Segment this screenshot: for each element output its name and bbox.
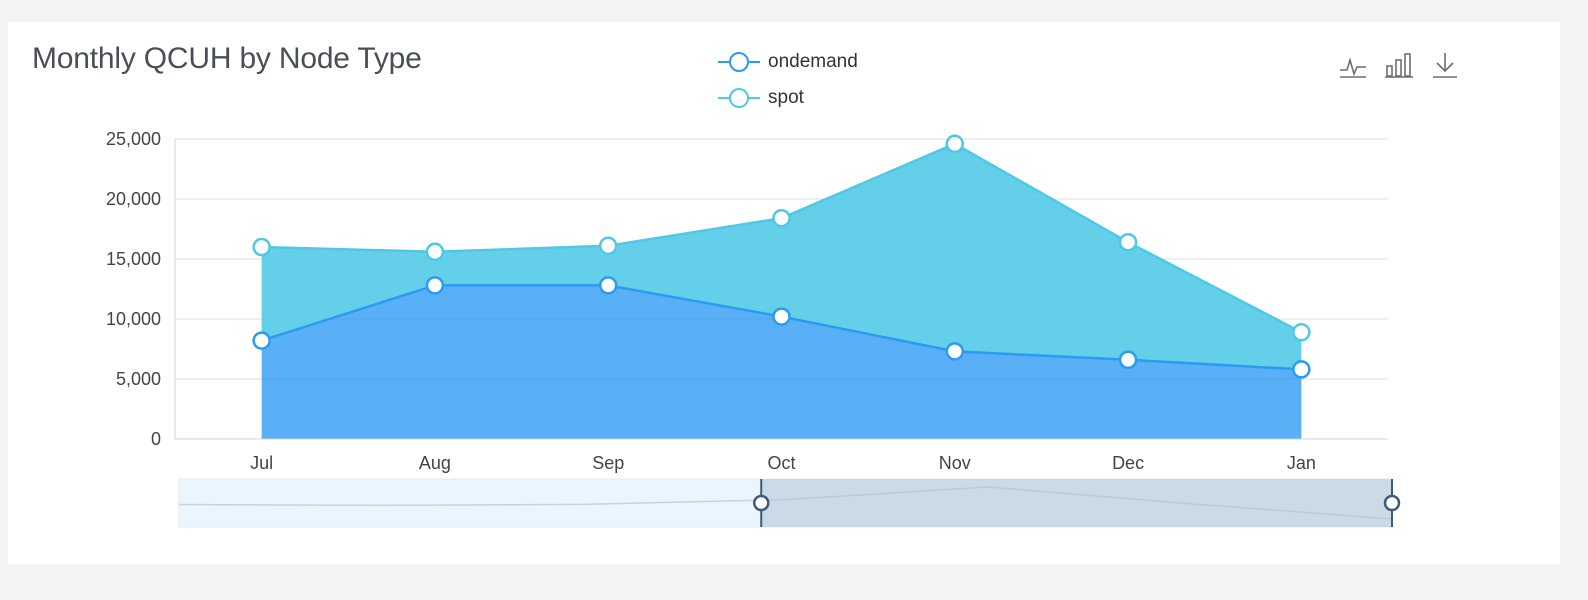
y-tick-label: 0 [151, 429, 161, 449]
data-zoom-slider [178, 478, 1401, 528]
y-tick-label: 5,000 [116, 369, 161, 389]
toolbox [1336, 48, 1462, 82]
chart-title: Monthly QCUH by Node Type [32, 42, 422, 75]
y-tick-label: 15,000 [106, 249, 161, 269]
axis-layer: 0 5,000 10,000 15,000 20,000 25,000 Jul Aug Sep O… [106, 129, 1388, 473]
zoom-window[interactable] [761, 479, 1392, 527]
point-ondemand [425, 276, 445, 295]
y-tick-label: 25,000 [106, 129, 161, 149]
point-ondemand [1118, 350, 1138, 370]
line-chart-icon[interactable] [1336, 48, 1370, 82]
point-spot [425, 242, 445, 262]
x-tick-label: Nov [939, 453, 971, 473]
zoom-start-handle[interactable] [752, 494, 770, 512]
point-spot [1118, 232, 1138, 252]
area-layer [261, 143, 1302, 439]
x-tick-label: Jan [1287, 453, 1316, 473]
legend-item-ondemand[interactable]: ondemand [718, 44, 858, 80]
bar-chart-icon[interactable] [1382, 48, 1416, 82]
point-spot [1292, 322, 1311, 342]
x-tick-label: Aug [419, 453, 451, 473]
point-ondemand [945, 342, 965, 361]
zoom-end-handle[interactable] [1383, 494, 1401, 512]
point-layer [252, 134, 1311, 379]
point-ondemand [772, 307, 791, 326]
legend-symbol-ondemand-icon [718, 52, 760, 72]
y-tick-label: 10,000 [106, 309, 161, 329]
point-ondemand [1292, 360, 1311, 379]
chart-card: 0 5,000 10,000 15,000 20,000 25,000 Jul Aug Sep O… [8, 22, 1560, 564]
area-ondemand [261, 285, 1302, 439]
legend-label-ondemand: ondemand [768, 51, 858, 72]
legend-label-spot: spot [768, 87, 804, 108]
point-spot [598, 236, 618, 256]
point-spot [252, 237, 271, 257]
x-tick-label: Oct [767, 453, 795, 473]
x-tick-label: Jul [250, 453, 273, 473]
point-ondemand [252, 331, 271, 350]
x-tick-label: Sep [592, 453, 624, 473]
download-icon[interactable] [1428, 48, 1462, 82]
legend-item-spot[interactable]: spot [718, 80, 858, 116]
area-spot [261, 143, 1302, 370]
legend-symbol-spot-icon [718, 88, 760, 108]
point-ondemand [598, 276, 618, 295]
point-spot [772, 208, 791, 228]
legend: ondemand spot [718, 44, 858, 116]
point-spot [945, 134, 965, 154]
x-tick-label: Dec [1112, 453, 1144, 473]
y-tick-label: 20,000 [106, 189, 161, 209]
chart-svg: 0 5,000 10,000 15,000 20,000 25,000 Jul Aug Sep O… [106, 129, 1401, 528]
